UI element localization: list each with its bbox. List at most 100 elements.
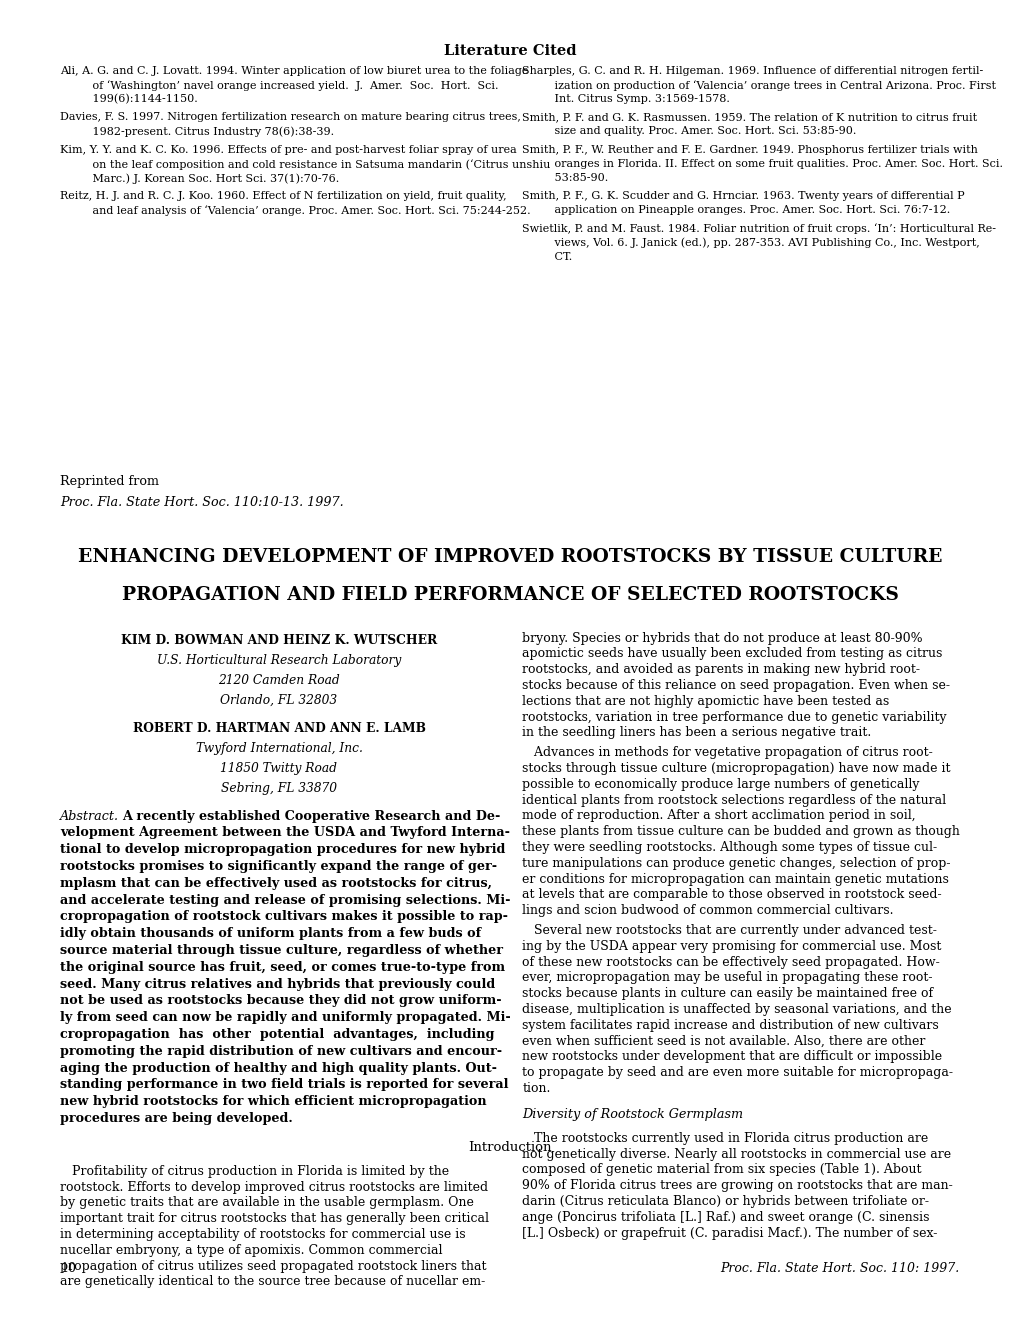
Text: they were seedling rootstocks. Although some types of tissue cul-: they were seedling rootstocks. Although …	[522, 841, 936, 854]
Text: new rootstocks under development that are difficult or impossible: new rootstocks under development that ar…	[522, 1051, 942, 1064]
Text: ROBERT D. HARTMAN AND ANN E. LAMB: ROBERT D. HARTMAN AND ANN E. LAMB	[132, 722, 425, 735]
Text: CT.: CT.	[544, 252, 572, 261]
Text: 2120 Camden Road: 2120 Camden Road	[218, 673, 339, 686]
Text: application on Pineapple oranges. Proc. Amer. Soc. Hort. Sci. 76:7-12.: application on Pineapple oranges. Proc. …	[544, 206, 950, 215]
Text: rootstocks, variation in tree performance due to genetic variability: rootstocks, variation in tree performanc…	[522, 710, 946, 723]
Text: idly obtain thousands of uniform plants from a few buds of: idly obtain thousands of uniform plants …	[60, 927, 481, 940]
Text: procedures are being developed.: procedures are being developed.	[60, 1111, 292, 1125]
Text: Abstract.: Abstract.	[60, 809, 119, 822]
Text: composed of genetic material from six species (Table 1). About: composed of genetic material from six sp…	[522, 1163, 921, 1176]
Text: size and quality. Proc. Amer. Soc. Hort. Sci. 53:85-90.: size and quality. Proc. Amer. Soc. Hort.…	[544, 127, 856, 136]
Text: ENHANCING DEVELOPMENT OF IMPROVED ROOTSTOCKS BY TISSUE CULTURE: ENHANCING DEVELOPMENT OF IMPROVED ROOTST…	[77, 548, 942, 566]
Text: Twyford International, Inc.: Twyford International, Inc.	[196, 742, 362, 755]
Text: ture manipulations can produce genetic changes, selection of prop-: ture manipulations can produce genetic c…	[522, 857, 950, 870]
Text: The rootstocks currently used in Florida citrus production are: The rootstocks currently used in Florida…	[522, 1131, 927, 1144]
Text: not genetically diverse. Nearly all rootstocks in commercial use are: not genetically diverse. Nearly all root…	[522, 1147, 951, 1160]
Text: even when sufficient seed is not available. Also, there are other: even when sufficient seed is not availab…	[522, 1035, 924, 1048]
Text: ange (Poncirus trifoliata [L.] Raf.) and sweet orange (C. sinensis: ange (Poncirus trifoliata [L.] Raf.) and…	[522, 1210, 929, 1224]
Text: apomictic seeds have usually been excluded from testing as citrus: apomictic seeds have usually been exclud…	[522, 647, 942, 660]
Text: Proc. Fla. State Hort. Soc. 110: 1997.: Proc. Fla. State Hort. Soc. 110: 1997.	[719, 1262, 959, 1275]
Text: tion.: tion.	[522, 1082, 550, 1096]
Text: mplasm that can be effectively used as rootstocks for citrus,: mplasm that can be effectively used as r…	[60, 876, 492, 890]
Text: views, Vol. 6. J. Janick (ed.), pp. 287-353. AVI Publishing Co., Inc. Westport,: views, Vol. 6. J. Janick (ed.), pp. 287-…	[544, 238, 979, 248]
Text: 10: 10	[60, 1262, 76, 1275]
Text: ization on production of ‘Valencia’ orange trees in Central Arizona. Proc. First: ization on production of ‘Valencia’ oran…	[544, 79, 996, 91]
Text: oranges in Florida. II. Effect on some fruit qualities. Proc. Amer. Soc. Hort. S: oranges in Florida. II. Effect on some f…	[544, 158, 1003, 169]
Text: U.S. Horticultural Research Laboratory: U.S. Horticultural Research Laboratory	[157, 653, 400, 667]
Text: aging the production of healthy and high quality plants. Out-: aging the production of healthy and high…	[60, 1061, 496, 1074]
Text: 11850 Twitty Road: 11850 Twitty Road	[220, 762, 337, 775]
Text: cropropagation  has  other  potential  advantages,  including: cropropagation has other potential advan…	[60, 1028, 494, 1041]
Text: Orlando, FL 32803: Orlando, FL 32803	[220, 693, 337, 706]
Text: Several new rootstocks that are currently under advanced test-: Several new rootstocks that are currentl…	[522, 924, 936, 937]
Text: PROPAGATION AND FIELD PERFORMANCE OF SELECTED ROOTSTOCKS: PROPAGATION AND FIELD PERFORMANCE OF SEL…	[121, 586, 898, 603]
Text: Kim, Y. Y. and K. C. Ko. 1996. Effects of pre- and post-harvest foliar spray of : Kim, Y. Y. and K. C. Ko. 1996. Effects o…	[60, 145, 517, 154]
Text: 1982-present. Citrus Industry 78(6):38-39.: 1982-present. Citrus Industry 78(6):38-3…	[83, 127, 334, 137]
Text: important trait for citrus rootstocks that has generally been critical: important trait for citrus rootstocks th…	[60, 1212, 489, 1225]
Text: these plants from tissue culture can be budded and grown as though: these plants from tissue culture can be …	[522, 825, 959, 838]
Text: Sharples, G. C. and R. H. Hilgeman. 1969. Influence of differential nitrogen fer: Sharples, G. C. and R. H. Hilgeman. 1969…	[522, 66, 982, 75]
Text: rootstocks promises to significantly expand the range of ger-: rootstocks promises to significantly exp…	[60, 861, 497, 873]
Text: of ‘Washington’ navel orange increased yield.  J.  Amer.  Soc.  Hort.  Sci.: of ‘Washington’ navel orange increased y…	[83, 79, 498, 91]
Text: tional to develop micropropagation procedures for new hybrid: tional to develop micropropagation proce…	[60, 843, 505, 857]
Text: in determining acceptability of rootstocks for commercial use is: in determining acceptability of rootstoc…	[60, 1228, 466, 1241]
Text: promoting the rapid distribution of new cultivars and encour-: promoting the rapid distribution of new …	[60, 1045, 501, 1057]
Text: Marc.) J. Korean Soc. Hort Sci. 37(1):70-76.: Marc.) J. Korean Soc. Hort Sci. 37(1):70…	[83, 173, 339, 183]
Text: disease, multiplication is unaffected by seasonal variations, and the: disease, multiplication is unaffected by…	[522, 1003, 951, 1016]
Text: lings and scion budwood of common commercial cultivars.: lings and scion budwood of common commer…	[522, 904, 893, 917]
Text: A recently established Cooperative Research and De-: A recently established Cooperative Resea…	[122, 809, 500, 822]
Text: [L.] Osbeck) or grapefruit (C. paradisi Macf.). The number of sex-: [L.] Osbeck) or grapefruit (C. paradisi …	[522, 1226, 936, 1239]
Text: are genetically identical to the source tree because of nucellar em-: are genetically identical to the source …	[60, 1275, 485, 1288]
Text: Proc. Fla. State Hort. Soc. 110:10-13. 1997.: Proc. Fla. State Hort. Soc. 110:10-13. 1…	[60, 496, 343, 510]
Text: possible to economically produce large numbers of genetically: possible to economically produce large n…	[522, 777, 919, 791]
Text: er conditions for micropropagation can maintain genetic mutations: er conditions for micropropagation can m…	[522, 873, 949, 886]
Text: rootstock. Efforts to develop improved citrus rootstocks are limited: rootstock. Efforts to develop improved c…	[60, 1180, 488, 1193]
Text: of these new rootstocks can be effectively seed propagated. How-: of these new rootstocks can be effective…	[522, 956, 940, 969]
Text: Swietlik, P. and M. Faust. 1984. Foliar nutrition of fruit crops. ‘In’: Horticul: Swietlik, P. and M. Faust. 1984. Foliar …	[522, 223, 996, 235]
Text: nucellar embryony, a type of apomixis. Common commercial: nucellar embryony, a type of apomixis. C…	[60, 1243, 442, 1257]
Text: 53:85-90.: 53:85-90.	[544, 173, 608, 183]
Text: and leaf analysis of ‘Valencia’ orange. Proc. Amer. Soc. Hort. Sci. 75:244-252.: and leaf analysis of ‘Valencia’ orange. …	[83, 206, 530, 216]
Text: ever, micropropagation may be useful in propagating these root-: ever, micropropagation may be useful in …	[522, 972, 931, 985]
Text: system facilitates rapid increase and distribution of new cultivars: system facilitates rapid increase and di…	[522, 1019, 938, 1032]
Text: ing by the USDA appear very promising for commercial use. Most: ing by the USDA appear very promising fo…	[522, 940, 941, 953]
Text: cropropagation of rootstock cultivars makes it possible to rap-: cropropagation of rootstock cultivars ma…	[60, 911, 507, 924]
Text: the original source has fruit, seed, or comes true-to-type from: the original source has fruit, seed, or …	[60, 961, 504, 974]
Text: ly from seed can now be rapidly and uniformly propagated. Mi-: ly from seed can now be rapidly and unif…	[60, 1011, 511, 1024]
Text: Reitz, H. J. and R. C. J. Koo. 1960. Effect of N fertilization on yield, fruit q: Reitz, H. J. and R. C. J. Koo. 1960. Eff…	[60, 191, 506, 201]
Text: in the seedling liners has been a serious negative trait.: in the seedling liners has been a seriou…	[522, 726, 870, 739]
Text: Smith, P. F., G. K. Scudder and G. Hrnciar. 1963. Twenty years of differential P: Smith, P. F., G. K. Scudder and G. Hrnci…	[522, 191, 964, 201]
Text: identical plants from rootstock selections regardless of the natural: identical plants from rootstock selectio…	[522, 793, 946, 807]
Text: lections that are not highly apomictic have been tested as: lections that are not highly apomictic h…	[522, 694, 889, 708]
Text: rootstocks, and avoided as parents in making new hybrid root-: rootstocks, and avoided as parents in ma…	[522, 663, 919, 676]
Text: source material through tissue culture, regardless of whether: source material through tissue culture, …	[60, 944, 502, 957]
Text: KIM D. BOWMAN AND HEINZ K. WUTSCHER: KIM D. BOWMAN AND HEINZ K. WUTSCHER	[120, 634, 437, 647]
Text: Sebring, FL 33870: Sebring, FL 33870	[221, 781, 336, 795]
Text: Reprinted from: Reprinted from	[60, 475, 159, 488]
Text: mode of reproduction. After a short acclimation period in soil,: mode of reproduction. After a short accl…	[522, 809, 915, 822]
Text: darin (Citrus reticulata Blanco) or hybrids between trifoliate or-: darin (Citrus reticulata Blanco) or hybr…	[522, 1195, 928, 1208]
Text: Literature Cited: Literature Cited	[443, 44, 576, 58]
Text: 199(6):1144-1150.: 199(6):1144-1150.	[83, 94, 198, 104]
Text: Introduction: Introduction	[468, 1140, 551, 1154]
Text: Ali, A. G. and C. J. Lovatt. 1994. Winter application of low biuret urea to the : Ali, A. G. and C. J. Lovatt. 1994. Winte…	[60, 66, 528, 75]
Text: standing performance in two field trials is reported for several: standing performance in two field trials…	[60, 1078, 508, 1092]
Text: new hybrid rootstocks for which efficient micropropagation: new hybrid rootstocks for which efficien…	[60, 1096, 486, 1109]
Text: Int. Citrus Symp. 3:1569-1578.: Int. Citrus Symp. 3:1569-1578.	[544, 94, 730, 104]
Text: to propagate by seed and are even more suitable for micropropaga-: to propagate by seed and are even more s…	[522, 1067, 953, 1080]
Text: velopment Agreement between the USDA and Twyford Interna-: velopment Agreement between the USDA and…	[60, 826, 510, 840]
Text: Smith, P. F., W. Reuther and F. E. Gardner. 1949. Phosphorus fertilizer trials w: Smith, P. F., W. Reuther and F. E. Gardn…	[522, 145, 977, 154]
Text: by genetic traits that are available in the usable germplasm. One: by genetic traits that are available in …	[60, 1196, 474, 1209]
Text: bryony. Species or hybrids that do not produce at least 80-90%: bryony. Species or hybrids that do not p…	[522, 631, 922, 644]
Text: not be used as rootstocks because they did not grow uniform-: not be used as rootstocks because they d…	[60, 994, 501, 1007]
Text: Advances in methods for vegetative propagation of citrus root-: Advances in methods for vegetative propa…	[522, 746, 932, 759]
Text: propagation of citrus utilizes seed propagated rootstock liners that: propagation of citrus utilizes seed prop…	[60, 1259, 486, 1272]
Text: and accelerate testing and release of promising selections. Mi-: and accelerate testing and release of pr…	[60, 894, 511, 907]
Text: stocks because of this reliance on seed propagation. Even when se-: stocks because of this reliance on seed …	[522, 678, 950, 692]
Text: stocks through tissue culture (micropropagation) have now made it: stocks through tissue culture (microprop…	[522, 762, 950, 775]
Text: Smith, P. F. and G. K. Rasmussen. 1959. The relation of K nutrition to citrus fr: Smith, P. F. and G. K. Rasmussen. 1959. …	[522, 112, 976, 123]
Text: seed. Many citrus relatives and hybrids that previously could: seed. Many citrus relatives and hybrids …	[60, 978, 495, 990]
Text: stocks because plants in culture can easily be maintained free of: stocks because plants in culture can eas…	[522, 987, 932, 1001]
Text: Davies, F. S. 1997. Nitrogen fertilization research on mature bearing citrus tre: Davies, F. S. 1997. Nitrogen fertilizati…	[60, 112, 521, 123]
Text: Diversity of Rootstock Germplasm: Diversity of Rootstock Germplasm	[522, 1107, 743, 1121]
